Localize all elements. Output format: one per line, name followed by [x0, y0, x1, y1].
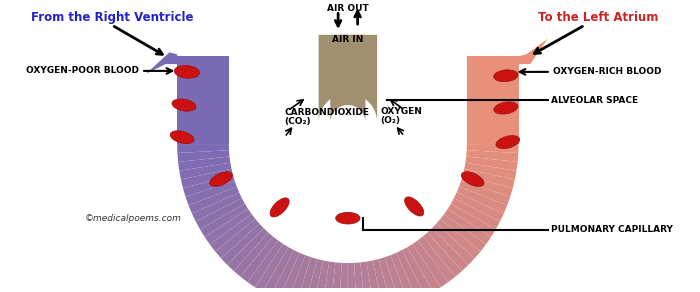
Polygon shape [321, 262, 335, 292]
Polygon shape [407, 244, 441, 292]
Polygon shape [413, 240, 448, 287]
Polygon shape [436, 219, 480, 258]
Ellipse shape [270, 198, 289, 217]
Polygon shape [466, 150, 518, 162]
Polygon shape [146, 52, 229, 74]
Polygon shape [367, 260, 384, 292]
Polygon shape [423, 232, 462, 277]
Polygon shape [440, 214, 486, 251]
Text: AIR IN: AIR IN [332, 35, 363, 44]
Polygon shape [464, 163, 517, 180]
Polygon shape [183, 175, 235, 197]
Polygon shape [255, 244, 288, 292]
Polygon shape [360, 262, 374, 292]
Text: OXYGEN: OXYGEN [380, 107, 422, 117]
Polygon shape [262, 247, 294, 292]
Ellipse shape [494, 102, 518, 114]
Polygon shape [467, 144, 519, 153]
Ellipse shape [494, 70, 518, 82]
Ellipse shape [461, 172, 484, 187]
Polygon shape [372, 259, 392, 292]
Polygon shape [196, 198, 245, 230]
Polygon shape [248, 240, 283, 287]
Polygon shape [391, 253, 417, 292]
Polygon shape [295, 257, 317, 292]
Text: ALVEOLAR SPACE: ALVEOLAR SPACE [551, 96, 638, 105]
Text: PULMONARY CAPILLARY: PULMONARY CAPILLARY [551, 225, 673, 234]
Polygon shape [339, 263, 348, 292]
Polygon shape [467, 39, 548, 64]
Polygon shape [192, 192, 242, 222]
Polygon shape [384, 255, 409, 292]
Polygon shape [200, 204, 248, 237]
Polygon shape [379, 257, 400, 292]
Polygon shape [210, 214, 256, 251]
Polygon shape [312, 260, 329, 292]
Polygon shape [444, 209, 491, 244]
Polygon shape [330, 263, 342, 292]
Polygon shape [456, 187, 508, 213]
Polygon shape [304, 259, 323, 292]
Polygon shape [348, 263, 357, 292]
Text: OXYGEN-RICH BLOOD: OXYGEN-RICH BLOOD [553, 67, 662, 77]
Ellipse shape [336, 212, 360, 224]
Polygon shape [402, 247, 433, 292]
Polygon shape [177, 144, 229, 153]
Text: From the Right Ventricle: From the Right Ventricle [31, 11, 193, 24]
Text: CARBONDIOXIDE: CARBONDIOXIDE [284, 108, 370, 117]
Polygon shape [451, 198, 500, 230]
Polygon shape [221, 224, 264, 265]
Ellipse shape [496, 135, 519, 149]
Polygon shape [204, 209, 251, 244]
Ellipse shape [405, 197, 424, 216]
Polygon shape [287, 255, 311, 292]
Polygon shape [241, 237, 278, 282]
Polygon shape [432, 224, 475, 265]
Polygon shape [215, 219, 260, 258]
Text: (CO₂): (CO₂) [284, 117, 311, 126]
Polygon shape [354, 263, 365, 292]
Polygon shape [418, 237, 455, 282]
Ellipse shape [170, 131, 194, 144]
Ellipse shape [172, 99, 196, 111]
Polygon shape [396, 250, 426, 292]
Polygon shape [228, 228, 268, 271]
Polygon shape [177, 56, 229, 144]
Ellipse shape [210, 172, 232, 187]
Polygon shape [188, 187, 239, 213]
Ellipse shape [174, 65, 200, 78]
Polygon shape [467, 56, 519, 144]
Text: ©medicalpoems.com: ©medicalpoems.com [85, 214, 182, 223]
Text: To the Left Atrium: To the Left Atrium [538, 11, 659, 24]
Polygon shape [461, 175, 512, 197]
Polygon shape [179, 163, 232, 180]
Polygon shape [270, 250, 300, 292]
Polygon shape [178, 157, 230, 171]
Polygon shape [459, 181, 510, 205]
Polygon shape [466, 157, 517, 171]
Polygon shape [463, 169, 514, 188]
Polygon shape [177, 150, 230, 162]
Text: (O₂): (O₂) [380, 116, 400, 125]
Polygon shape [186, 181, 237, 205]
Polygon shape [234, 232, 273, 277]
Polygon shape [454, 192, 504, 222]
Polygon shape [181, 169, 233, 188]
Polygon shape [448, 204, 496, 237]
Text: AIR OUT: AIR OUT [327, 4, 369, 13]
Polygon shape [279, 253, 305, 292]
Text: OXYGEN-POOR BLOOD: OXYGEN-POOR BLOOD [26, 66, 139, 75]
Polygon shape [318, 35, 377, 123]
Polygon shape [428, 228, 468, 271]
